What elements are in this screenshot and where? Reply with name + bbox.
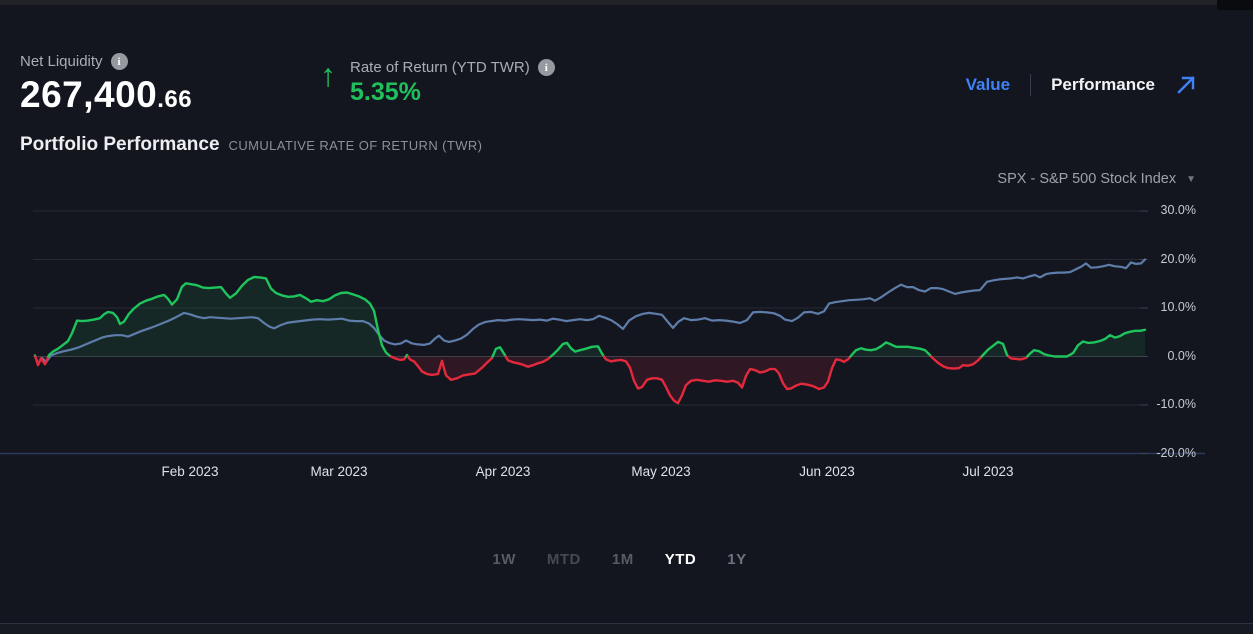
portfolio-line-negative xyxy=(602,355,852,405)
portfolio-line-negative xyxy=(406,355,494,381)
up-arrow-icon: ↑ xyxy=(320,57,336,93)
portfolio-line-negative xyxy=(34,355,50,367)
benchmark-line-spx xyxy=(33,258,1147,365)
bottom-divider xyxy=(0,623,1253,624)
portfolio-fill-positive xyxy=(850,342,932,357)
x-axis-label-jul: Jul 2023 xyxy=(962,464,1014,479)
benchmark-selected-label: SPX - S&P 500 Stock Index xyxy=(997,171,1177,187)
portfolio-line-negative xyxy=(1007,355,1029,361)
y-axis-label--10: -10.0% xyxy=(1156,397,1196,411)
x-axis-label-mar: Mar 2023 xyxy=(310,464,368,479)
range-button-ytd[interactable]: YTD xyxy=(664,551,697,568)
net-liquidity-info-icon[interactable]: i xyxy=(110,53,128,70)
portfolio-fill-positive xyxy=(48,277,392,357)
expand-arrow-icon[interactable] xyxy=(1175,74,1197,96)
x-axis-label-feb: Feb 2023 xyxy=(161,464,219,479)
y-axis-label-10: 10.0% xyxy=(1160,300,1196,314)
range-button-1m[interactable]: 1M xyxy=(611,551,634,568)
rate-of-return-metric: ↑ Rate of Return (YTD TWR) i 5.35% xyxy=(320,55,555,107)
x-axis-label-jun: Jun 2023 xyxy=(799,464,855,479)
portfolio-line-positive xyxy=(1026,328,1147,358)
portfolio-fill-positive xyxy=(550,342,604,357)
view-tabs: Value Performance xyxy=(966,74,1197,96)
portfolio-line-negative xyxy=(504,355,552,368)
portfolio-fill-negative xyxy=(505,356,551,367)
window-top-corner xyxy=(1217,0,1253,10)
portfolio-fill-positive xyxy=(981,341,1009,357)
y-axis-label--20: -20.0% xyxy=(1156,445,1196,460)
rate-of-return-value: 5.35% xyxy=(350,78,421,106)
range-button-mtd[interactable]: MTD xyxy=(546,551,581,568)
y-axis-label-30: 30.0% xyxy=(1160,203,1196,217)
portfolio-line-negative xyxy=(389,355,408,362)
tab-value[interactable]: Value xyxy=(965,75,1011,94)
page-title: Portfolio Performance xyxy=(20,134,220,155)
y-axis-label-20: 20.0% xyxy=(1160,251,1196,266)
net-liquidity-metric: Net Liquidity i 267,400.66 xyxy=(20,53,192,116)
portfolio-line-positive xyxy=(549,341,606,358)
portfolio-line-positive xyxy=(47,275,393,358)
page-subtitle: CUMULATIVE RATE OF RETURN (TWR) xyxy=(228,138,483,153)
tab-divider xyxy=(1030,74,1032,96)
net-liquidity-label: Net Liquidity xyxy=(20,53,103,70)
rate-of-return-label: Rate of Return (YTD TWR) xyxy=(350,59,530,76)
range-button-1y[interactable]: 1Y xyxy=(727,551,747,568)
range-button-row: 1W MTD 1M YTD 1Y xyxy=(0,551,1239,568)
bottom-panel-edge xyxy=(0,624,1253,634)
section-header: Portfolio Performance CUMULATIVE RATE OF… xyxy=(20,134,482,156)
x-axis-label-may: May 2023 xyxy=(631,464,691,479)
rate-of-return-info-icon[interactable]: i xyxy=(537,59,555,76)
portfolio-line-positive xyxy=(980,340,1010,358)
portfolio-line-negative xyxy=(930,355,983,370)
net-liquidity-value-main: 267,400 xyxy=(20,74,158,115)
range-button-1w[interactable]: 1W xyxy=(492,551,516,568)
net-liquidity-value-decimals: .66 xyxy=(157,86,193,113)
portfolio-fill-negative xyxy=(604,356,851,404)
x-axis-label-apr: Apr 2023 xyxy=(475,464,531,479)
portfolio-line-positive xyxy=(849,341,933,358)
chevron-down-icon: ▼ xyxy=(1186,173,1196,185)
benchmark-selector[interactable]: SPX - S&P 500 Stock Index ▼ xyxy=(997,171,1196,187)
y-axis-label-0: 0.0% xyxy=(1167,348,1197,363)
window-top-strip xyxy=(0,0,1253,5)
tab-performance[interactable]: Performance xyxy=(1051,75,1155,94)
portfolio-line-positive xyxy=(491,346,507,358)
net-liquidity-value: 267,400.66 xyxy=(20,74,192,116)
